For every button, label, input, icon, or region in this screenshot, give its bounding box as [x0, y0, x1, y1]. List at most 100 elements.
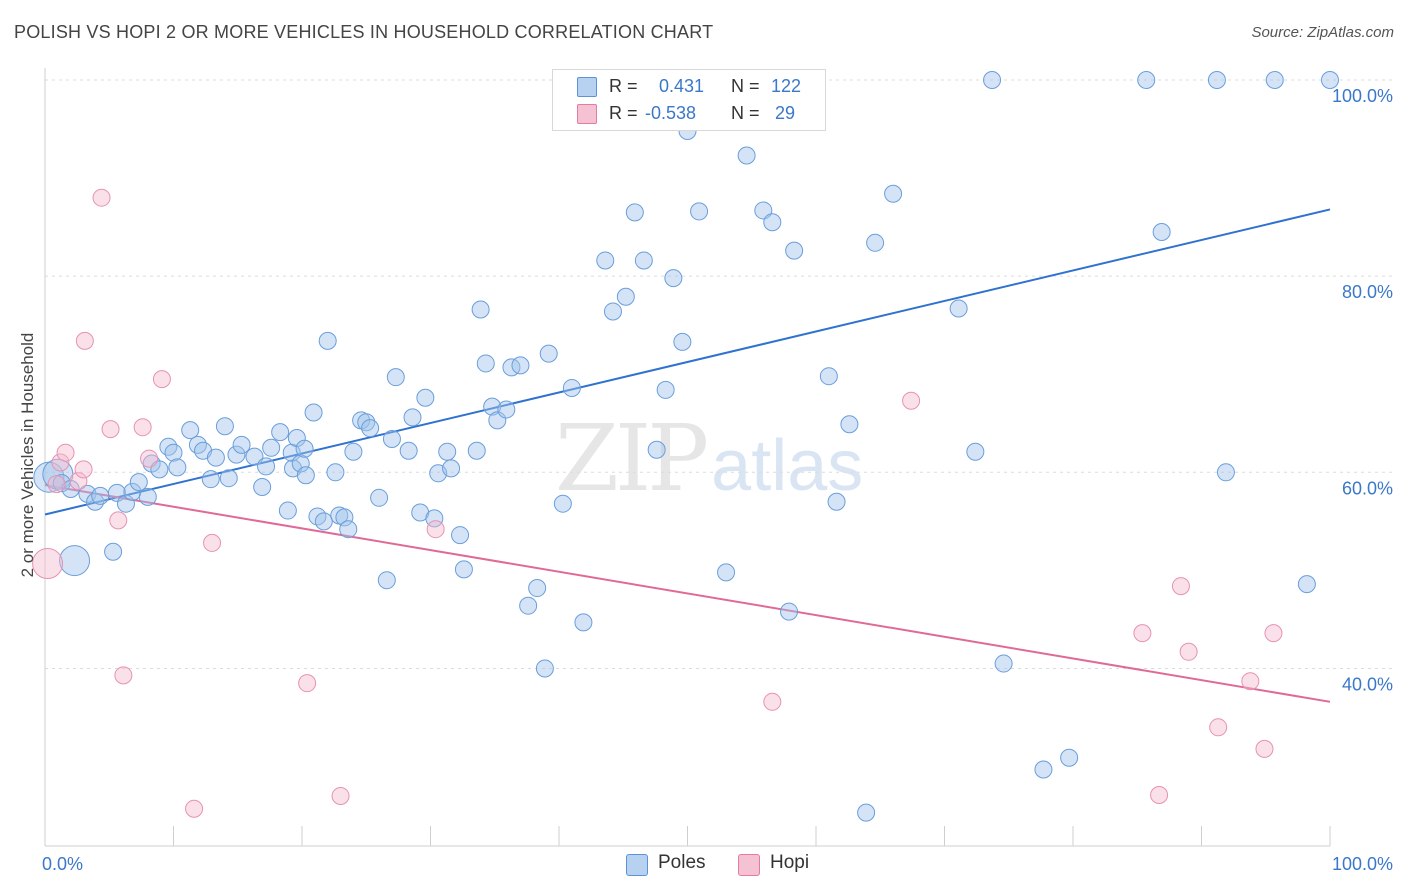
- poles-point: [690, 202, 709, 221]
- poles-point: [318, 331, 337, 350]
- poles-point: [181, 421, 200, 440]
- poles-point: [539, 344, 558, 363]
- poles-point: [253, 478, 272, 497]
- poles-point: [382, 429, 401, 448]
- poles-point: [737, 146, 756, 165]
- poles-point: [386, 368, 405, 387]
- poles-point: [232, 435, 251, 454]
- poles-point: [634, 251, 653, 270]
- hopi-point: [1179, 642, 1198, 661]
- poles-point: [326, 463, 345, 482]
- poles-point: [59, 545, 91, 577]
- poles-point: [138, 487, 157, 506]
- poles-point: [780, 602, 799, 621]
- poles-point: [476, 354, 495, 373]
- poles-point: [827, 492, 846, 511]
- hopi-point: [203, 533, 222, 552]
- hopi-point: [185, 799, 204, 818]
- hopi-point: [1133, 624, 1152, 643]
- poles-point: [1216, 463, 1235, 482]
- poles-legend-swatch: [626, 854, 648, 876]
- hopi-point: [331, 786, 350, 805]
- poles-point: [227, 445, 246, 464]
- poles-point: [104, 542, 123, 561]
- poles-point: [840, 415, 859, 434]
- axes: [44, 68, 1331, 847]
- poles-point: [219, 469, 238, 488]
- hopi-point: [152, 370, 171, 389]
- legend-n-label: N =: [731, 76, 760, 96]
- poles-point: [159, 437, 178, 456]
- poles-trend-line: [44, 208, 1331, 516]
- poles-point: [574, 613, 593, 632]
- poles-point: [966, 442, 985, 461]
- poles-point: [257, 457, 276, 476]
- poles-point: [370, 488, 389, 507]
- poles-point: [164, 443, 183, 462]
- legend-n-value: 29: [775, 103, 796, 123]
- poles-point: [717, 563, 736, 582]
- poles-point: [616, 287, 635, 306]
- legend-r-value: 0.431: [659, 76, 705, 96]
- hopi-point: [47, 475, 66, 494]
- poles-point: [519, 596, 538, 615]
- poles-point: [344, 442, 363, 461]
- poles-point: [1321, 71, 1339, 89]
- hopi-point: [92, 188, 111, 207]
- poles-point: [483, 397, 502, 416]
- chart-title: POLISH VS HOPI 2 OR MORE VEHICLES IN HOU…: [14, 22, 714, 42]
- poles-point: [603, 302, 622, 321]
- poles-point: [467, 441, 486, 460]
- poles-point: [528, 579, 547, 598]
- poles-point: [471, 300, 490, 319]
- watermark-zip: ZIP: [555, 405, 709, 512]
- legend-n-value: 122: [771, 76, 802, 96]
- hopi-trend-line: [44, 484, 1331, 703]
- hopi-point: [69, 472, 88, 491]
- poles-point: [129, 473, 148, 492]
- poles-point: [61, 479, 80, 498]
- hopi-swatch: [577, 104, 597, 124]
- poles-point: [656, 380, 675, 399]
- hopi-point: [51, 453, 70, 472]
- hopi-point: [1171, 577, 1190, 596]
- hopi-point: [1241, 672, 1260, 691]
- hopi-point: [1209, 718, 1228, 737]
- poles-point: [215, 417, 234, 436]
- poles-point: [1137, 71, 1156, 89]
- poles-point: [296, 466, 315, 485]
- poles-point: [91, 486, 110, 505]
- poles-point: [763, 213, 782, 232]
- poles-point: [416, 388, 435, 407]
- hopi-point: [32, 548, 64, 580]
- poles-point: [819, 367, 838, 386]
- legend-r-label: R =: [609, 103, 638, 123]
- hopi-point: [763, 692, 782, 711]
- poles-point: [438, 442, 457, 461]
- hopi-point: [109, 511, 128, 530]
- poles-point: [442, 459, 461, 478]
- poles-point: [304, 403, 323, 422]
- hopi-point: [426, 520, 445, 539]
- y-tick-label: 60.0%: [1342, 478, 1393, 498]
- legend-n-label: N =: [731, 103, 760, 123]
- hopi-point: [298, 674, 317, 693]
- poles-point: [271, 423, 290, 442]
- poles-point: [1297, 575, 1316, 594]
- hopi-legend-label: Hopi: [770, 852, 810, 873]
- poles-point: [377, 571, 396, 590]
- y-axis-label: 2 or more Vehicles in Household: [18, 332, 37, 578]
- poles-point: [983, 71, 1002, 89]
- poles-point: [1060, 748, 1079, 767]
- poles-point: [562, 378, 581, 397]
- poles-point: [785, 241, 804, 260]
- poles-point: [596, 251, 615, 270]
- poles-point: [291, 454, 310, 473]
- poles-point: [245, 447, 264, 466]
- poles-point: [454, 560, 473, 579]
- poles-point: [451, 526, 470, 545]
- poles-point: [1152, 223, 1171, 242]
- poles-point: [535, 659, 554, 678]
- poles-point: [553, 494, 572, 513]
